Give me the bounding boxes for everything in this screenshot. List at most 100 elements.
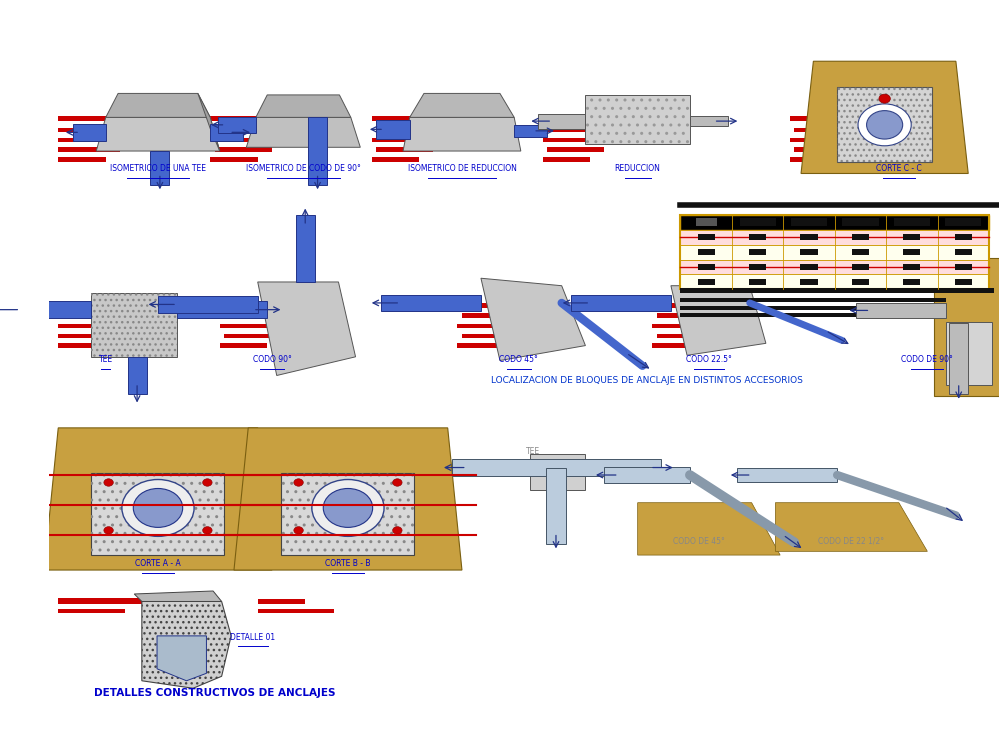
Bar [73,124,106,140]
Polygon shape [481,278,585,360]
Bar [680,274,989,289]
Bar [372,157,419,161]
Bar [946,321,992,385]
Bar [698,264,715,270]
Bar [543,137,604,142]
Bar [158,296,258,312]
Text: CODO DE 45°: CODO DE 45° [673,537,725,546]
Bar [91,473,224,555]
Bar [856,303,946,318]
Circle shape [393,478,402,486]
Text: LOCALIZACION DE BLOQUES DE ANCLAJE EN DISTINTOS ACCESORIOS: LOCALIZACION DE BLOQUES DE ANCLAJE EN DI… [491,376,803,385]
Bar [58,609,125,614]
Bar [58,303,144,308]
Text: ISOMETRICO DE UNA TEE: ISOMETRICO DE UNA TEE [110,164,206,173]
Bar [945,219,981,226]
Circle shape [133,488,183,527]
Bar [696,219,717,226]
Bar [837,87,932,162]
Bar [680,306,927,309]
Bar [58,147,120,152]
Bar [547,147,604,152]
Bar [800,249,818,255]
Bar [852,249,869,255]
Bar [296,215,315,282]
Bar [281,473,414,555]
Bar [258,599,305,604]
Text: TEE: TEE [99,355,113,364]
Polygon shape [934,258,1000,396]
Polygon shape [157,636,206,680]
Text: ISOMETRICO DE REDUCCION: ISOMETRICO DE REDUCCION [408,164,516,173]
Bar [243,504,310,508]
Bar [652,303,737,308]
Bar [239,514,300,519]
Text: REDUCCION: REDUCCION [615,164,661,173]
Bar [58,534,106,538]
Text: CORTE C - C: CORTE C - C [876,164,922,173]
Bar [800,234,818,240]
Bar [543,157,590,161]
Bar [790,157,837,161]
Bar [220,343,267,348]
Bar [210,157,258,161]
Polygon shape [775,502,927,551]
Polygon shape [801,62,968,173]
Bar [452,460,661,476]
Bar [800,264,818,270]
Bar [790,137,851,142]
Bar [177,301,267,318]
Bar [949,323,968,394]
Bar [372,116,457,121]
Circle shape [858,104,911,146]
Text: ISOMETRICO DE CODO DE 90°: ISOMETRICO DE CODO DE 90° [246,164,361,173]
Bar [210,124,243,140]
Bar [585,95,690,143]
Text: CORTE A - A: CORTE A - A [135,559,181,569]
Bar [680,230,989,245]
Bar [58,599,144,604]
Circle shape [393,526,402,534]
Bar [376,147,433,152]
Bar [150,151,169,185]
Bar [903,249,920,255]
Bar [547,128,614,132]
Bar [955,234,972,240]
Bar [58,493,144,499]
Text: CODO DE 22 1/2°: CODO DE 22 1/2° [818,537,884,546]
Circle shape [104,478,113,486]
Bar [794,128,861,132]
Circle shape [323,488,373,527]
Circle shape [294,478,303,486]
Bar [749,234,766,240]
Text: CODO 22.5°: CODO 22.5° [686,355,732,364]
Bar [258,609,334,614]
Bar [680,313,908,317]
Bar [220,324,281,328]
Bar [58,514,120,519]
Text: DETALLE 01: DETALLE 01 [230,632,276,641]
Bar [680,245,989,260]
Bar [657,333,714,338]
Bar [680,288,994,293]
Polygon shape [256,95,351,117]
Bar [58,157,106,161]
Bar [58,324,120,328]
Circle shape [294,526,303,534]
Bar [903,279,920,285]
Polygon shape [671,285,766,355]
Bar [514,125,547,137]
Bar [800,279,818,285]
Text: TEE: TEE [526,447,540,456]
Bar [220,303,305,308]
Bar [308,117,327,185]
Polygon shape [142,602,231,688]
Bar [543,116,628,121]
Bar [215,147,272,152]
Circle shape [122,479,194,536]
Bar [210,137,272,142]
Bar [837,87,932,162]
Bar [698,234,715,240]
Bar [680,215,989,230]
Bar [749,249,766,255]
